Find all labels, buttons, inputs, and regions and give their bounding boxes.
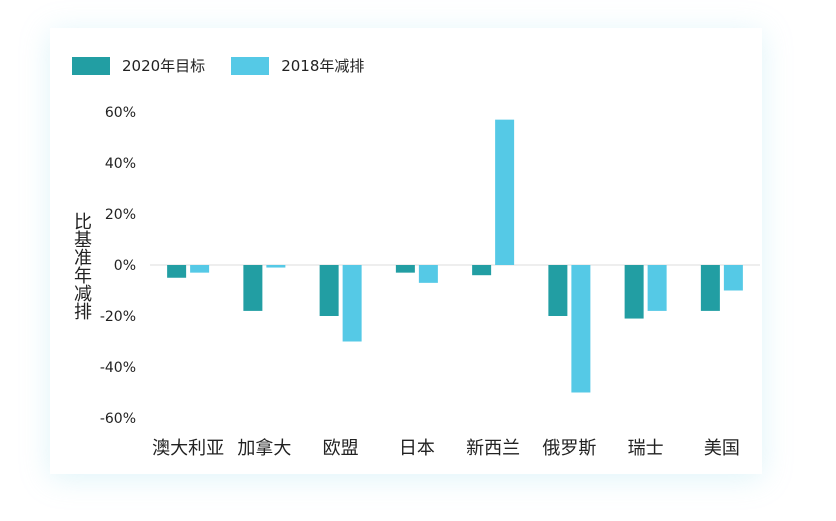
x-category-label: 欧盟 [323,438,359,459]
bar-target-2020[interactable] [167,265,187,278]
x-category-label: 俄罗斯 [542,438,596,459]
legend-label-reduction-2018: 2018年减排 [281,57,365,75]
bar-target-2020[interactable] [395,265,415,273]
bar-reduction-2018[interactable] [190,265,210,273]
bar-target-2020[interactable] [319,265,339,316]
x-category-label: 美国 [704,438,740,459]
legend-item-reduction-2018[interactable]: 2018年减排 [231,55,364,76]
y-axis-label: 比基准年减排 [71,212,92,320]
bar-reduction-2018[interactable] [418,265,438,283]
x-category-label: 瑞士 [628,438,664,459]
legend-swatch-target-2020 [72,56,110,75]
legend-swatch-reduction-2018 [231,56,270,75]
bar-reduction-2018[interactable] [342,265,362,342]
bar-target-2020[interactable] [700,265,720,311]
x-category-label: 加拿大 [237,437,291,459]
x-category-label: 日本 [399,438,435,459]
y-tick-label: 40% [105,156,136,172]
chart-legend: 2020年目标 2018年减排 [72,55,390,76]
y-tick-label: 0% [114,258,136,274]
bar-target-2020[interactable] [624,265,644,319]
y-tick-label: -20% [100,309,136,325]
bar-reduction-2018[interactable] [647,265,667,311]
x-category-label: 澳大利亚 [152,438,224,459]
bar-reduction-2018[interactable] [571,265,591,393]
chart-card [50,28,762,474]
legend-label-target-2020: 2020年目标 [122,57,206,75]
bar-reduction-2018[interactable] [266,265,286,268]
x-category-label: 新西兰 [466,438,520,459]
y-tick-label: -60% [100,411,136,427]
bar-target-2020[interactable] [243,265,263,311]
bar-target-2020[interactable] [472,265,492,276]
y-tick-label: -40% [100,360,136,376]
y-tick-label: 20% [105,207,136,223]
bar-target-2020[interactable] [548,265,568,316]
y-tick-label: 60% [105,105,136,121]
bar-reduction-2018[interactable] [723,265,743,291]
bar-reduction-2018[interactable] [495,119,515,266]
legend-item-target-2020[interactable]: 2020年目标 [72,55,205,76]
